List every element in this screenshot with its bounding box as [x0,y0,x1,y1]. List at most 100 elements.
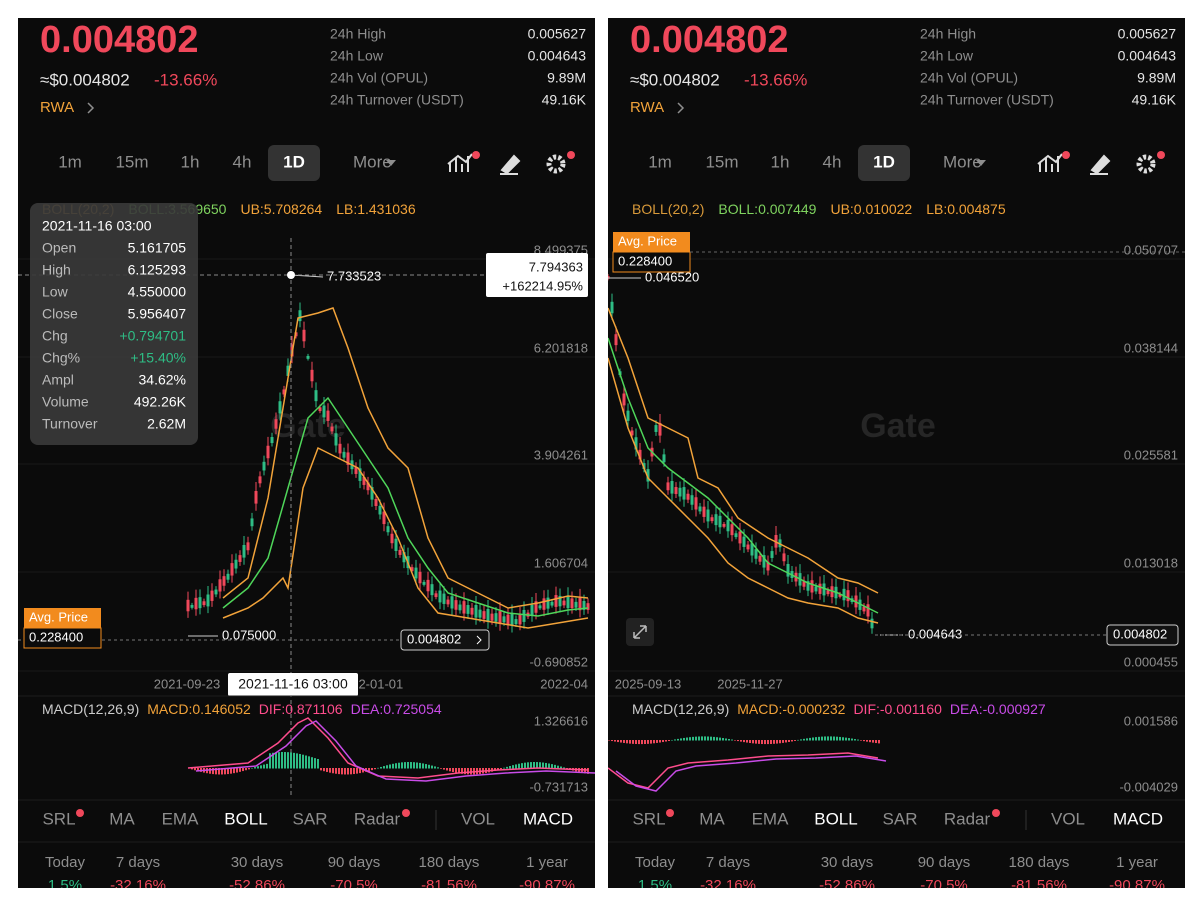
macd-hist [419,762,421,769]
indicator-tab[interactable]: EMA [162,809,200,828]
macd-hist [752,740,754,744]
macd-dea [615,755,887,792]
candle-body [218,579,222,592]
candle-body [802,580,806,587]
candle-body [302,329,306,342]
candle-body [818,583,822,594]
interval-tab[interactable]: 1m [58,152,82,171]
candle-body [638,449,642,460]
candle-body [454,600,458,610]
draw-icon[interactable] [500,154,521,175]
stat-value: 9.89M [1137,70,1176,86]
macd-hist [704,736,706,741]
indicator-tab[interactable]: SRL [42,809,75,828]
indicator-tab[interactable]: SRL [632,809,665,828]
macd-hist [320,768,322,771]
tooltip-value: 5.161705 [128,240,187,256]
period-value: -32.16% [110,877,166,894]
sub-indicator-tab[interactable]: MACD [523,809,573,828]
candle-body [438,590,442,603]
macd-hist [734,740,736,741]
low-label: 0.075000 [222,627,276,642]
macd-hist [542,762,544,769]
macd-hist [311,757,313,769]
interval-tab[interactable]: 4h [233,152,252,171]
indicator-tab[interactable]: MA [109,809,135,828]
boll-mid [608,337,879,614]
settings-icon[interactable] [546,154,566,174]
stat-label: 24h Low [920,48,974,64]
macd-hist [344,768,346,775]
interval-tab[interactable]: 1D [873,152,895,171]
candle-body [410,567,414,572]
macd-hist [824,736,826,741]
macd-hist [389,764,391,769]
last-price: 0.004802 [40,19,199,61]
candle-body [726,519,730,532]
last-price-label[interactable]: 0.004802 [1113,626,1167,641]
interval-tab[interactable]: 1D [283,152,305,171]
candle-body [826,590,830,595]
sub-indicator-tab[interactable]: VOL [461,809,495,828]
candle-body [570,598,574,609]
last-price-label[interactable]: 0.004802 [407,631,461,646]
macd-hist [236,768,238,773]
boll-name: BOLL(20,2) [632,201,704,217]
interval-tab[interactable]: 15m [115,152,148,171]
interval-tab[interactable]: 1h [181,152,200,171]
panel: 0.004802 ≈$0.004802 -13.66% RWA 24h High 0.00… [608,18,1185,888]
settings-icon[interactable] [1136,154,1156,174]
indicator-tab[interactable]: EMA [752,809,790,828]
period-label: 30 days [231,854,284,871]
candle-body [298,310,302,322]
tag[interactable]: RWA [630,99,664,116]
tooltip-label: Close [42,306,78,322]
draw-icon[interactable] [1090,154,1111,175]
macd-hist [350,768,352,775]
indicator-tab[interactable]: Radar [354,809,401,828]
indicator-tab[interactable]: SAR [883,809,918,828]
interval-tab[interactable]: More [353,152,392,171]
interval-tab[interactable]: 1m [648,152,672,171]
interval-tab[interactable]: 15m [705,152,738,171]
boll-lower [222,446,589,629]
macd-hist [215,768,217,775]
macd-dif [187,717,589,779]
indicator-tab[interactable]: MA [699,809,725,828]
period-label: 1 year [1116,854,1158,871]
macd-hist [533,762,535,769]
tooltip-label: Volume [42,394,89,410]
candle-body [522,609,526,622]
period-value: -70.5% [330,877,378,894]
badge [1157,151,1165,159]
indicator-tab[interactable]: SAR [293,809,328,828]
boll-legend: BOLL(20,2) BOLL:0.007449 UB:0.010022 LB:0.0… [632,201,1006,217]
indicator-icon[interactable] [1037,153,1063,172]
indicator-icon[interactable] [447,153,473,172]
tooltip-label: Turnover [42,416,98,432]
interval-tab[interactable]: More [943,152,982,171]
macd-hist [716,737,718,741]
macd-y-label: -0.731713 [529,779,588,794]
macd-hist [731,739,733,741]
macd-hist [617,740,619,743]
interval-tab[interactable]: 4h [823,152,842,171]
macd-hist [770,740,772,744]
candle-body [190,604,194,608]
candle-body [370,487,374,500]
candle-body [494,613,498,622]
macd-hist [506,766,508,769]
tooltip-value: 34.62% [139,372,186,388]
indicator-tab[interactable]: BOLL [814,809,857,828]
sub-indicator-tab[interactable]: VOL [1051,809,1085,828]
interval-tab[interactable]: 1h [771,152,790,171]
sub-indicator-tab[interactable]: MACD [1113,809,1163,828]
indicator-tab[interactable]: BOLL [224,809,267,828]
macd-hist [833,736,835,741]
tag[interactable]: RWA [40,99,74,116]
macd-hist [725,738,727,741]
macd-hist [374,768,376,770]
macd-hist [395,763,397,769]
indicator-tab[interactable]: Radar [944,809,991,828]
candle-body [654,425,658,432]
